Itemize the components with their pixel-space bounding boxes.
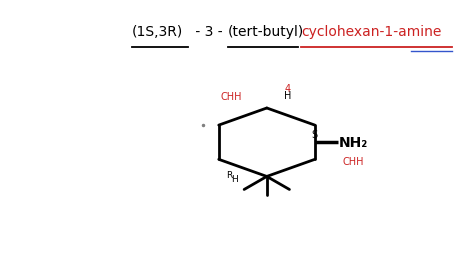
Text: R: R: [226, 171, 232, 180]
Text: (tert-butyl): (tert-butyl): [228, 25, 304, 39]
Text: CHH: CHH: [342, 157, 364, 167]
Text: cyclohexan-1-amine: cyclohexan-1-amine: [301, 25, 441, 39]
Text: 4: 4: [284, 84, 291, 94]
Text: S: S: [311, 130, 318, 140]
Text: NH₂: NH₂: [339, 136, 368, 150]
Text: H: H: [231, 175, 238, 184]
Text: H: H: [284, 91, 291, 101]
Text: CHH: CHH: [220, 92, 242, 102]
Text: (1S,3R): (1S,3R): [132, 25, 183, 39]
Text: - 3 -: - 3 -: [191, 25, 228, 39]
